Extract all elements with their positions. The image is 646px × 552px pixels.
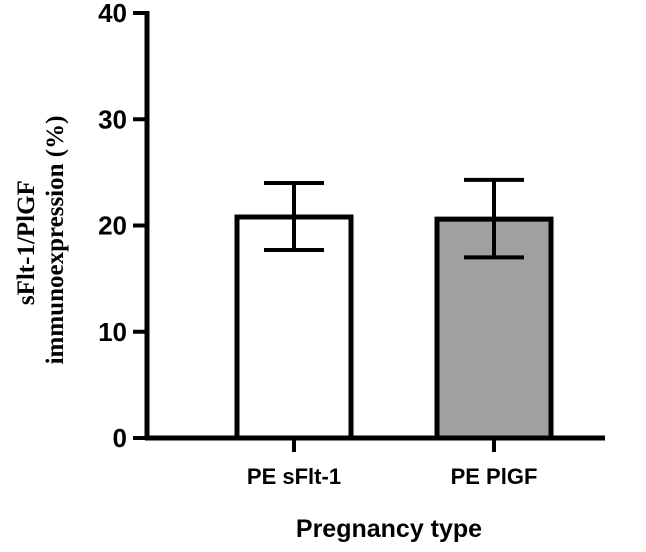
y-tick-label: 30 — [98, 104, 127, 134]
y-axis-title-line-1: sFlt-1/PlGF — [13, 180, 40, 305]
x-axis-title: Pregnancy type — [296, 515, 482, 543]
y-tick-label: 0 — [113, 423, 127, 453]
y-axis-title-line-2: immunoexpression (%) — [42, 116, 69, 365]
y-axis-title: sFlt-1/PlGF immunoexpression (%) — [13, 116, 69, 365]
y-tick-label: 20 — [98, 211, 127, 241]
y-tick-label: 40 — [98, 0, 127, 28]
x-tick-label: PE PlGF — [451, 464, 538, 489]
y-tick-label: 10 — [98, 317, 127, 347]
x-axis-ticks: PE sFlt-1 PE PlGF — [247, 438, 537, 489]
error-bars — [264, 177, 524, 260]
bar — [234, 214, 354, 441]
x-tick-label: PE sFlt-1 — [247, 464, 341, 489]
y-axis-ticks: 0 10 20 30 40 — [98, 0, 147, 453]
